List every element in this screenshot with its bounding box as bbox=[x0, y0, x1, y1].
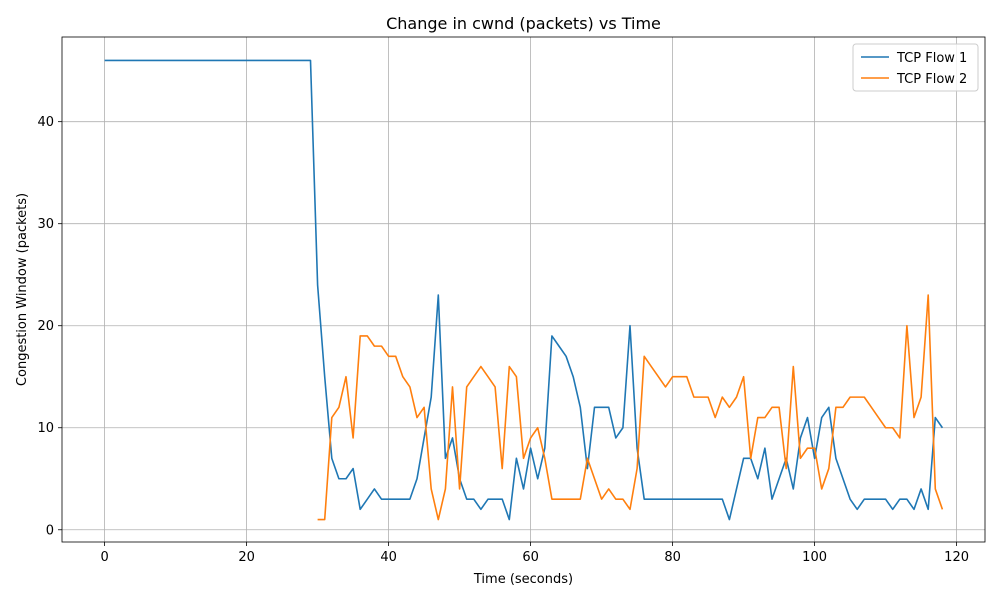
x-tick-label: 40 bbox=[380, 550, 397, 565]
y-tick-label: 10 bbox=[37, 421, 54, 436]
y-tick-label: 20 bbox=[37, 319, 54, 334]
series-lines bbox=[104, 59, 944, 521]
axis-ticks: 0 20 40 60 80 100 120 0 10 20 30 40 bbox=[37, 115, 969, 565]
y-tick-label: 30 bbox=[37, 217, 54, 232]
x-tick-label: 120 bbox=[944, 550, 969, 565]
x-tick-label: 100 bbox=[802, 550, 827, 565]
series-line-2 bbox=[317, 294, 944, 521]
legend-label-2: TCP Flow 2 bbox=[896, 72, 967, 87]
x-tick-label: 60 bbox=[522, 550, 539, 565]
chart-title: Change in cwnd (packets) vs Time bbox=[386, 14, 661, 33]
x-tick-label: 80 bbox=[664, 550, 681, 565]
legend: TCP Flow 1 TCP Flow 2 bbox=[852, 43, 979, 92]
x-axis-title: Time (seconds) bbox=[473, 572, 573, 587]
series-line-1 bbox=[104, 59, 944, 521]
y-tick-label: 40 bbox=[37, 115, 54, 130]
legend-box bbox=[852, 43, 979, 92]
y-tick-label: 0 bbox=[46, 523, 54, 538]
x-tick-label: 0 bbox=[100, 550, 108, 565]
y-axis-title: Congestion Window (packets) bbox=[15, 193, 30, 386]
plot-frame bbox=[61, 36, 986, 543]
x-tick-label: 20 bbox=[238, 550, 255, 565]
legend-label-1: TCP Flow 1 bbox=[896, 51, 967, 66]
